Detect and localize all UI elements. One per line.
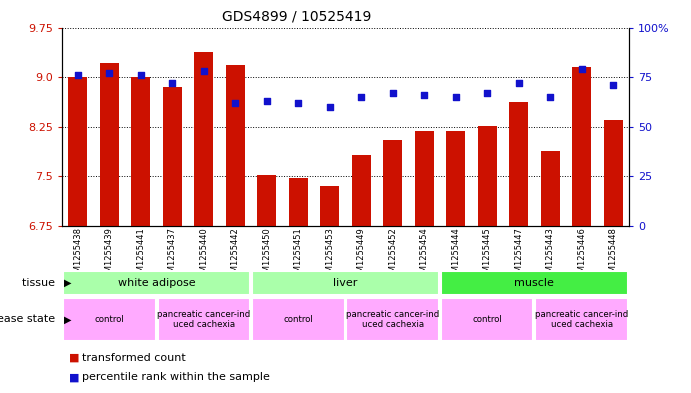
Text: pancreatic cancer-ind
uced cachexia: pancreatic cancer-ind uced cachexia [535, 310, 628, 329]
Point [482, 90, 493, 96]
Text: ■: ■ [69, 372, 79, 382]
Text: pancreatic cancer-ind
uced cachexia: pancreatic cancer-ind uced cachexia [346, 310, 439, 329]
Point [135, 72, 146, 78]
Point [387, 90, 398, 96]
Bar [68, 77, 87, 226]
Bar [289, 178, 307, 226]
Text: control: control [95, 315, 124, 324]
Bar [540, 151, 560, 226]
Bar [163, 87, 182, 226]
Point [261, 98, 272, 104]
Bar [194, 52, 214, 226]
Bar [346, 298, 439, 341]
Point [104, 70, 115, 76]
Point [198, 68, 209, 74]
Bar [604, 120, 623, 226]
Bar [158, 298, 250, 341]
Point [230, 100, 241, 106]
Text: white adipose: white adipose [117, 278, 196, 288]
Text: ■: ■ [69, 353, 79, 363]
Point [545, 94, 556, 100]
Point [576, 66, 587, 72]
Bar [100, 62, 119, 226]
Bar [441, 298, 533, 341]
Text: control: control [283, 315, 313, 324]
Text: muscle: muscle [514, 278, 554, 288]
Bar [441, 270, 628, 296]
Point [419, 92, 430, 98]
Bar [252, 270, 439, 296]
Point [356, 94, 367, 100]
Bar [536, 298, 628, 341]
Bar [384, 140, 402, 226]
Point [73, 72, 84, 78]
Text: pancreatic cancer-ind
uced cachexia: pancreatic cancer-ind uced cachexia [158, 310, 250, 329]
Point [167, 80, 178, 86]
Bar [477, 126, 497, 226]
Point [513, 80, 524, 86]
Text: liver: liver [333, 278, 358, 288]
Text: tissue: tissue [22, 278, 59, 288]
Text: control: control [472, 315, 502, 324]
Bar [63, 298, 155, 341]
Bar [131, 77, 151, 226]
Bar [509, 102, 528, 226]
Bar [252, 298, 345, 341]
Text: ▶: ▶ [64, 278, 71, 288]
Point [324, 104, 335, 110]
Text: ▶: ▶ [64, 314, 71, 324]
Text: percentile rank within the sample: percentile rank within the sample [82, 372, 269, 382]
Bar [226, 65, 245, 226]
Bar [257, 175, 276, 226]
Point [607, 82, 618, 88]
Bar [63, 270, 250, 296]
Text: disease state: disease state [0, 314, 59, 324]
Text: transformed count: transformed count [82, 353, 185, 363]
Text: GDS4899 / 10525419: GDS4899 / 10525419 [223, 10, 372, 24]
Bar [321, 186, 339, 226]
Point [450, 94, 461, 100]
Bar [352, 155, 370, 226]
Bar [572, 67, 591, 226]
Point [293, 100, 304, 106]
Bar [415, 131, 434, 226]
Bar [446, 131, 465, 226]
